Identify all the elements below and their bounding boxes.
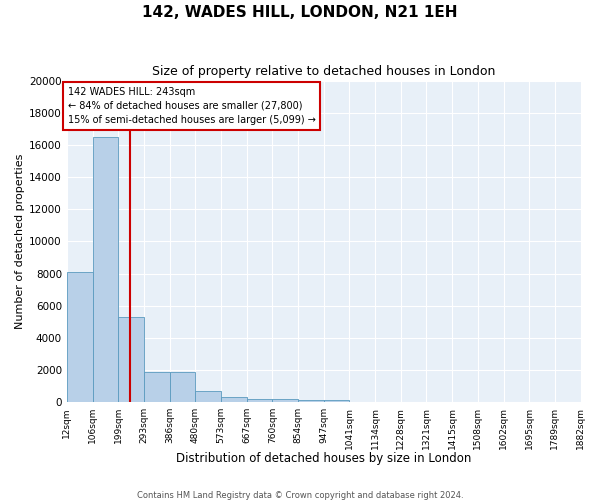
Bar <box>118 317 144 402</box>
Text: Contains HM Land Registry data © Crown copyright and database right 2024.: Contains HM Land Registry data © Crown c… <box>137 490 463 500</box>
Bar <box>272 400 298 402</box>
Bar <box>298 400 323 402</box>
Text: 142, WADES HILL, LONDON, N21 1EH: 142, WADES HILL, LONDON, N21 1EH <box>142 5 458 20</box>
Y-axis label: Number of detached properties: Number of detached properties <box>15 154 25 329</box>
Bar <box>196 391 221 402</box>
Bar <box>144 372 170 402</box>
Bar <box>247 398 272 402</box>
Bar <box>221 398 247 402</box>
Bar <box>92 137 118 402</box>
Bar <box>67 272 92 402</box>
Bar <box>170 372 196 402</box>
Text: 142 WADES HILL: 243sqm
← 84% of detached houses are smaller (27,800)
15% of semi: 142 WADES HILL: 243sqm ← 84% of detached… <box>68 87 316 125</box>
Bar <box>323 400 349 402</box>
X-axis label: Distribution of detached houses by size in London: Distribution of detached houses by size … <box>176 452 472 465</box>
Title: Size of property relative to detached houses in London: Size of property relative to detached ho… <box>152 65 496 78</box>
